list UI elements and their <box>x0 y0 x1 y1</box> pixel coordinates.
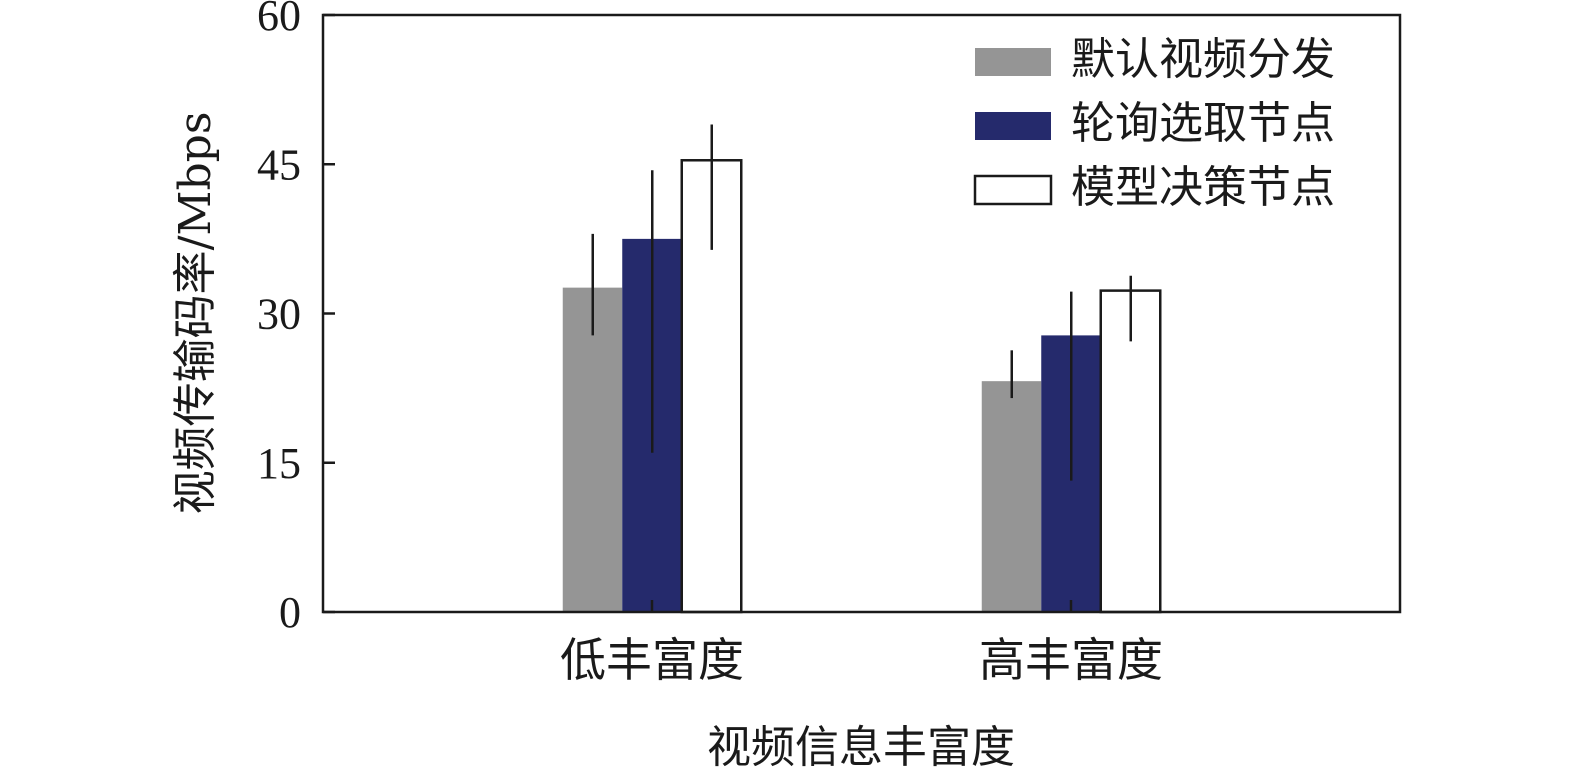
legend-label-2: 轮询选取节点 <box>1071 98 1335 149</box>
x-axis-title: 视频信息丰富度 <box>707 722 1015 773</box>
legend-label-1: 默认视频分发 <box>1071 34 1335 85</box>
legend-swatch-1 <box>975 48 1051 76</box>
error-bars-layer <box>591 124 1132 481</box>
y-axis-title: 视频传输码率/Mbps <box>170 112 221 515</box>
y-tick-label: 60 <box>257 0 301 40</box>
x-category-label: 低丰富度 <box>560 633 744 687</box>
bar-1-2 <box>981 381 1042 612</box>
legend-label-3: 模型决策节点 <box>1071 162 1335 213</box>
legend-swatch-2 <box>975 112 1051 140</box>
x-labels-layer: 低丰富度 高丰富度 <box>560 600 1163 687</box>
bar-1-1 <box>562 287 623 612</box>
y-ticks-layer: 0 15 30 45 60 <box>257 0 335 637</box>
y-tick-label: 30 <box>257 290 301 339</box>
legend-swatch-3 <box>973 174 1053 206</box>
y-tick-label: 45 <box>257 140 301 189</box>
y-tick-label: 0 <box>279 588 301 637</box>
x-category-label: 高丰富度 <box>979 633 1163 687</box>
y-tick-label: 15 <box>257 439 301 488</box>
